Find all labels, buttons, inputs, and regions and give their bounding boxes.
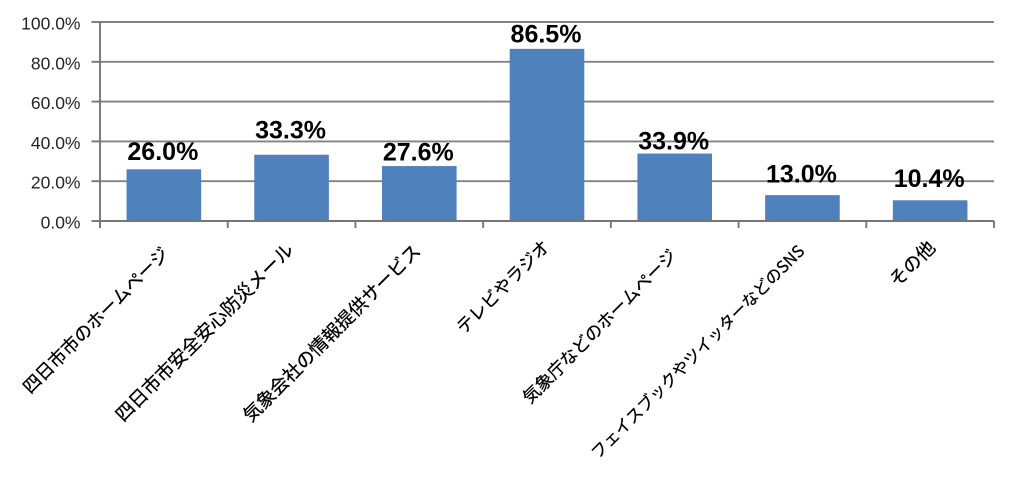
- svg-text:10.4%: 10.4%: [894, 165, 965, 193]
- svg-text:33.9%: 33.9%: [638, 127, 709, 155]
- svg-text:60.0%: 60.0%: [31, 93, 81, 113]
- svg-text:100.0%: 100.0%: [21, 14, 80, 34]
- svg-text:20.0%: 20.0%: [31, 173, 81, 193]
- svg-text:13.0%: 13.0%: [766, 161, 837, 189]
- svg-text:33.3%: 33.3%: [255, 117, 326, 145]
- svg-text:0.0%: 0.0%: [41, 213, 81, 233]
- svg-text:27.6%: 27.6%: [383, 138, 454, 166]
- svg-text:26.0%: 26.0%: [127, 138, 198, 166]
- svg-text:80.0%: 80.0%: [31, 53, 81, 73]
- svg-text:86.5%: 86.5%: [511, 21, 582, 49]
- svg-text:40.0%: 40.0%: [31, 133, 81, 153]
